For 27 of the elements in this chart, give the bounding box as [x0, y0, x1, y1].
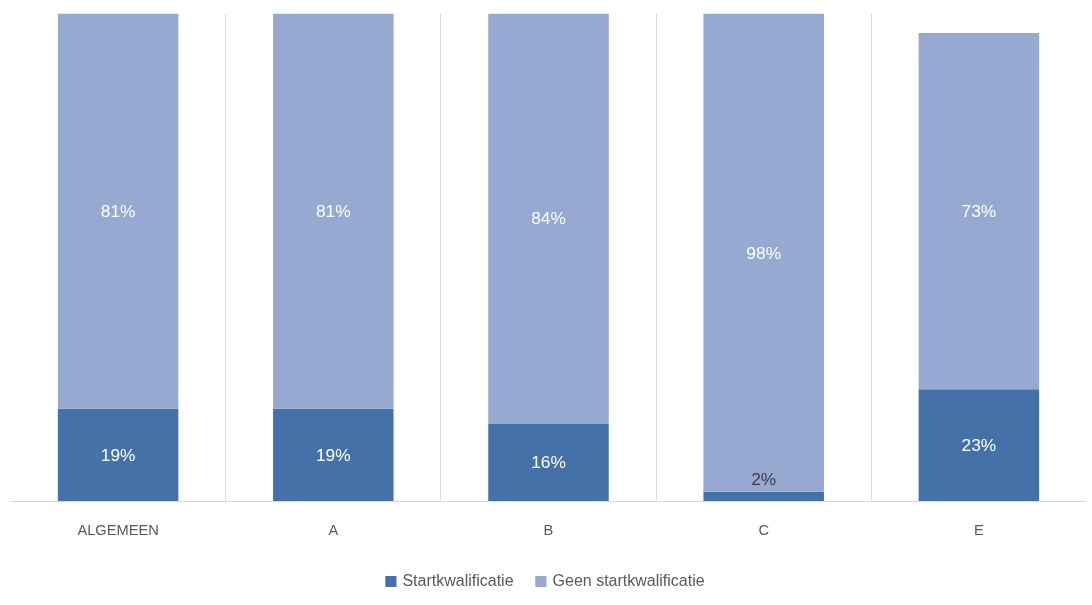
data-label: 19% [315, 445, 351, 466]
x-tick-label: ALGEMEEN [77, 521, 159, 538]
bar [57, 13, 179, 409]
data-label: 23% [961, 435, 997, 456]
data-label: 98% [746, 242, 782, 263]
data-label: 2% [751, 469, 777, 490]
bar [488, 423, 609, 502]
legend-label: Geen startkwalificatie [552, 571, 705, 590]
data-label: 19% [100, 445, 136, 466]
bar [57, 408, 179, 502]
bar [273, 13, 394, 409]
legend-label: Startkwalificatie [402, 571, 514, 590]
x-tick-label: B [543, 521, 554, 538]
bar [703, 13, 824, 492]
bar [488, 13, 609, 424]
data-label: 84% [531, 208, 566, 229]
data-label: 16% [531, 452, 566, 473]
bar [918, 33, 1040, 390]
x-tick-label: C [758, 521, 770, 538]
data-label: 73% [961, 201, 997, 222]
bar [703, 491, 824, 502]
data-label: 81% [315, 201, 351, 222]
x-tick-label: E [974, 521, 985, 538]
bar [918, 389, 1040, 502]
bar [273, 408, 394, 502]
data-label: 81% [100, 201, 136, 222]
x-tick-label: A [328, 521, 339, 538]
